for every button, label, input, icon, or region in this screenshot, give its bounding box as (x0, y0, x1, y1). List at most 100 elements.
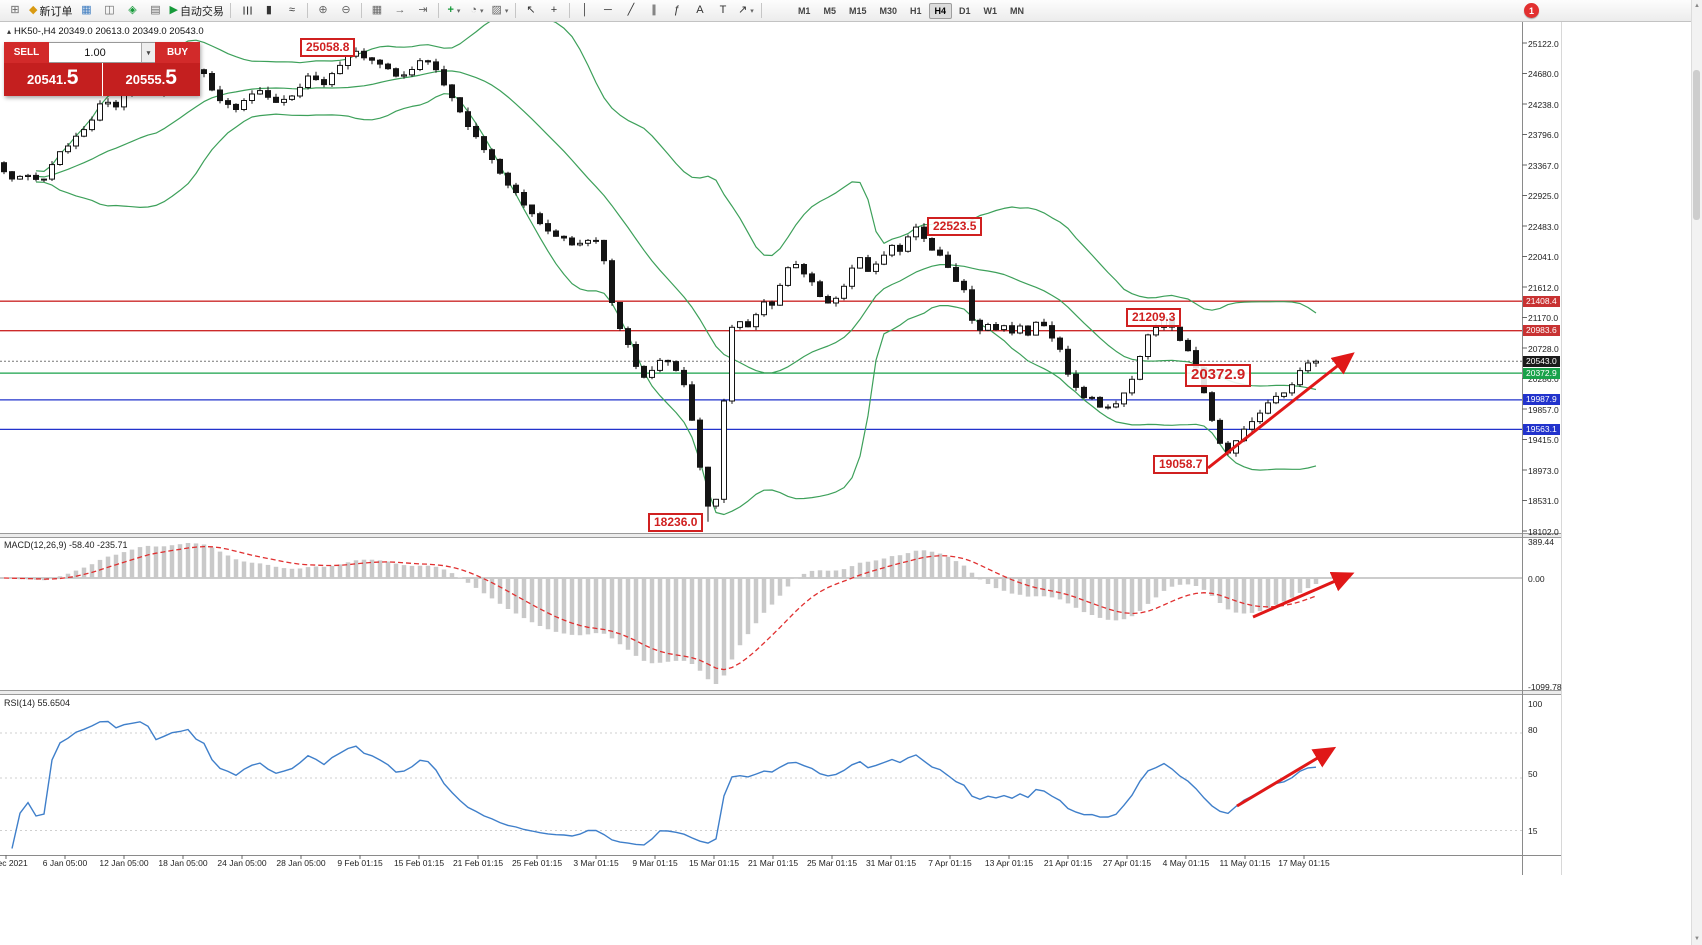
volume-field[interactable]: 1.00 ▾ (49, 42, 155, 63)
horizontal-level-lines[interactable] (0, 300, 1522, 431)
chart-ohlc-info: ▴ HK50-,H4 20349.0 20613.0 20349.0 20543… (7, 26, 204, 37)
timeframe-w1-button[interactable]: W1 (983, 5, 998, 16)
bollinger-bands (35, 12, 1317, 516)
new-chart-button[interactable]: ⊞ (4, 2, 26, 20)
tile-windows-button[interactable]: ▦ (366, 2, 388, 20)
fibonacci-button[interactable]: ƒ (666, 2, 688, 20)
auto-trading-label: 自动交易 (179, 5, 224, 18)
rsi-pane (0, 720, 1522, 849)
arrow-objects-button[interactable]: ↗ ▾ (735, 2, 757, 20)
scrollbar-thumb[interactable] (1693, 70, 1700, 220)
market-watch-button[interactable]: ▦ (75, 2, 97, 20)
toolbar-separator (568, 3, 570, 18)
auto-trading-button[interactable]: ▶ 自动交易 (167, 2, 225, 20)
timeframe-h1-button[interactable]: H1 (910, 5, 922, 16)
clock-icon: ◔ (470, 4, 477, 16)
market-watch-icon: ▦ (81, 4, 92, 16)
navigator-button[interactable]: ◈ (121, 2, 143, 20)
cursor-icon: ↖ (526, 4, 536, 16)
label-tool-button[interactable]: T (712, 2, 734, 20)
scrollbar-up-icon[interactable]: ▲ (1694, 3, 1700, 9)
buy-button[interactable]: BUY (155, 42, 200, 63)
periods-button[interactable]: ◔ ▾ (466, 2, 488, 20)
toolbar-separator (229, 3, 231, 18)
templates-button[interactable]: ▨ ▾ (489, 2, 511, 20)
vertical-scrollbar[interactable]: ▲ ▼ (1691, 0, 1702, 945)
candlestick-chart-button[interactable]: ▮ (258, 2, 280, 20)
vertical-line-icon: │ (581, 4, 589, 16)
cursor-button[interactable]: ↖ (520, 2, 542, 20)
timeframe-m1-button[interactable]: M1 (797, 5, 811, 16)
timeframe-m5-button[interactable]: M5 (823, 5, 836, 16)
chart-shift-icon: ⇥ (418, 4, 428, 16)
sell-button[interactable]: SELL (4, 42, 49, 63)
crosshair-icon: + (550, 4, 558, 16)
zoom-out-icon: ⊖ (341, 4, 351, 16)
scrollbar-down-icon[interactable]: ▼ (1694, 936, 1700, 942)
auto-scroll-button[interactable]: → (389, 2, 411, 20)
buy-price-fraction: 5 (165, 66, 177, 89)
price-chart-canvas[interactable] (0, 0, 1562, 945)
chevron-down-icon: ▾ (456, 7, 461, 15)
macd-signal-line (3, 545, 1317, 671)
chevron-down-icon: ▾ (504, 7, 509, 15)
tile-windows-icon: ▦ (371, 4, 383, 16)
terminal-icon: ▤ (150, 4, 161, 16)
chevron-down-icon: ▾ (750, 7, 754, 15)
fibonacci-icon: ƒ (673, 4, 680, 16)
toolbar-separator (514, 3, 516, 18)
sell-price-fraction: 5 (66, 66, 79, 89)
horizontal-line-icon: ─ (604, 4, 612, 16)
data-window-button[interactable]: ◫ (98, 2, 120, 20)
candlestick-chart-icon: ▮ (265, 4, 272, 16)
zoom-out-button[interactable]: ⊖ (335, 2, 357, 20)
buy-price-main: 20555. (125, 72, 166, 87)
new-order-icon: ◆ (29, 4, 38, 16)
bars-chart-button[interactable]: ☰ (235, 2, 257, 20)
timeframe-mn-button[interactable]: MN (1010, 5, 1025, 16)
symbol-marker-icon: ▴ (7, 27, 12, 36)
sell-price-main: 20541. (27, 72, 67, 87)
indicators-icon: + (447, 4, 454, 16)
crosshair-button[interactable]: + (543, 2, 565, 20)
chart-shift-button[interactable]: ⇥ (412, 2, 434, 20)
arrow-objects-icon: ↗ (738, 4, 748, 16)
channel-button[interactable]: ∥ (643, 2, 665, 20)
terminal-button[interactable]: ▤ (144, 2, 166, 20)
buy-price-display[interactable]: 20555. 5 (102, 63, 200, 96)
text-tool-button[interactable]: A (689, 2, 711, 20)
volume-dropdown-icon[interactable]: ▾ (141, 43, 155, 62)
template-icon: ▨ (491, 4, 502, 16)
macd-histogram (0, 543, 1522, 684)
navigator-icon: ◈ (128, 4, 137, 16)
new-order-label: 新订单 (39, 5, 73, 18)
vertical-line-button[interactable]: │ (574, 2, 596, 20)
macd-indicator-label: MACD(12,26,9) -58.40 -235.71 (4, 540, 128, 550)
zoom-in-button[interactable]: ⊕ (312, 2, 334, 20)
timeframe-d1-button[interactable]: D1 (959, 5, 971, 16)
new-order-button[interactable]: ◆ 新订单 (27, 2, 74, 20)
line-chart-button[interactable]: ≈ (281, 2, 303, 20)
symbol-ohlc-text: HK50-,H4 20349.0 20613.0 20349.0 20543.0 (14, 26, 204, 37)
trend-arrows[interactable] (1207, 352, 1355, 808)
horizontal-line-button[interactable]: ─ (597, 2, 619, 20)
bars-chart-icon: ☰ (240, 5, 253, 16)
text-tool-icon: A (696, 4, 704, 16)
indicators-button[interactable]: + ▾ (443, 2, 465, 20)
timeframe-m15-button[interactable]: M15 (848, 5, 867, 16)
toolbar-separator (437, 3, 439, 18)
timeframe-toolbar: M1 M5 M15 M30 H1 H4 D1 W1 MN (792, 2, 1030, 19)
timeframe-m30-button[interactable]: M30 (879, 5, 897, 16)
volume-value: 1.00 (84, 46, 106, 59)
trendline-button[interactable]: ╱ (620, 2, 642, 20)
notification-badge[interactable]: 1 (1524, 3, 1539, 18)
sell-price-display[interactable]: 20541. 5 (4, 63, 102, 96)
channel-icon: ∥ (651, 4, 657, 16)
timeframe-h4-button[interactable]: H4 (928, 2, 953, 19)
axis-ticks (5, 42, 1527, 859)
data-window-icon: ◫ (104, 4, 115, 16)
toolbar-separator (760, 3, 762, 18)
line-chart-icon: ≈ (288, 4, 295, 16)
zoom-in-icon: ⊕ (318, 4, 328, 16)
